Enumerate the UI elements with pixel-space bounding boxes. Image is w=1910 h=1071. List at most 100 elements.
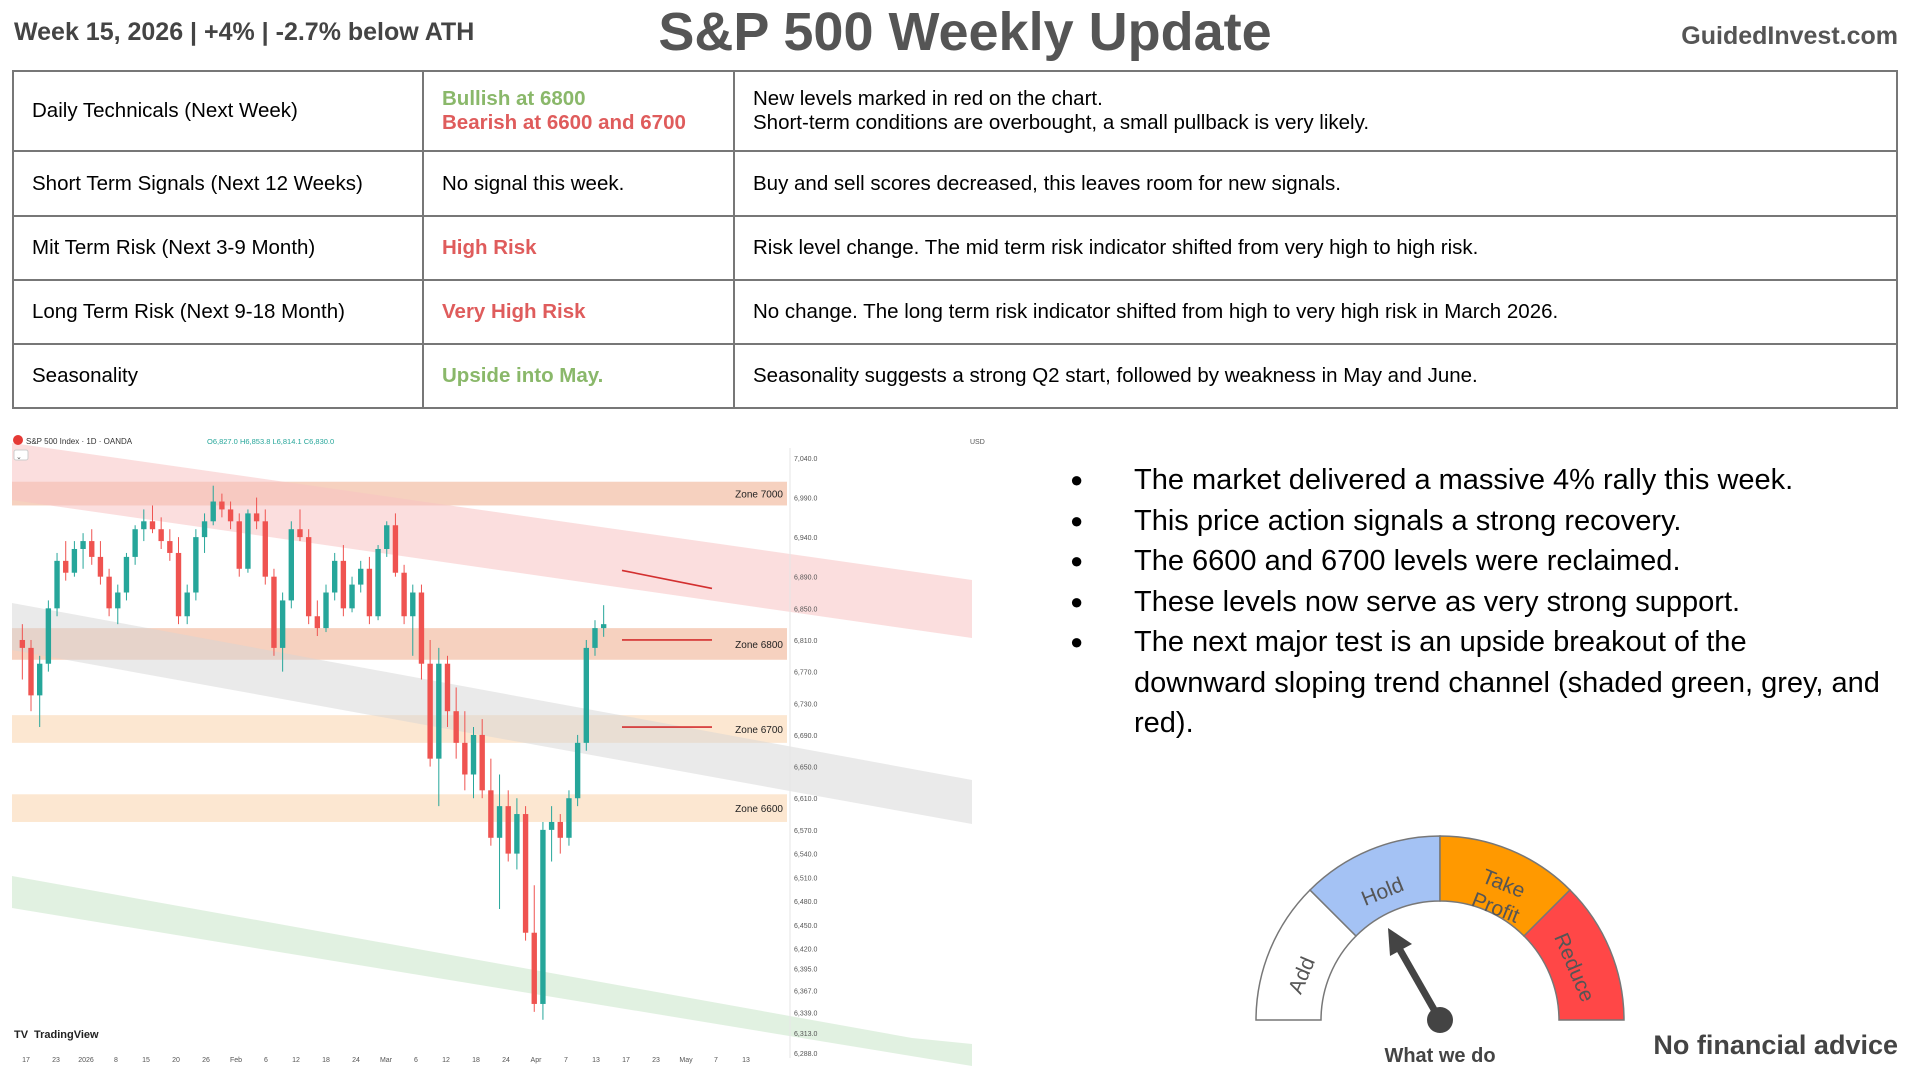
row-signal: Very High Risk (422, 279, 735, 345)
y-tick-label: 6,540.0 (794, 852, 817, 859)
row-signal: Upside into May. (422, 343, 735, 409)
y-tick-label: 6,313.0 (794, 1031, 817, 1038)
signals-table: Daily Technicals (Next Week) Bullish at … (12, 70, 1898, 409)
candle-body (262, 521, 268, 577)
x-tick-label: 6 (414, 1057, 418, 1064)
gauge-needle (1396, 948, 1444, 1022)
candle-body (63, 560, 69, 573)
list-item: These levels now serve as very strong su… (1070, 582, 1880, 623)
row-signal: High Risk (422, 215, 735, 281)
x-tick-label: 15 (142, 1057, 150, 1064)
action-gauge: Add Hold Take Profit Reduce What we do (1255, 835, 1625, 1067)
table-row: Daily Technicals (Next Week) Bullish at … (12, 70, 1898, 152)
candle-body (175, 552, 182, 617)
row-note: No change. The long term risk indicator … (733, 279, 1898, 345)
row-note: Buy and sell scores decreased, this leav… (733, 150, 1898, 217)
zone-label: Zone 6600 (735, 804, 783, 815)
candle-body (540, 829, 546, 1004)
key-points-list: The market delivered a massive 4% rally … (1070, 460, 1880, 744)
candle-body (279, 600, 286, 648)
x-tick-label: May (679, 1057, 693, 1064)
x-tick-label: 7 (564, 1057, 568, 1064)
x-tick-label: 18 (322, 1057, 330, 1064)
zone-label: Zone 6800 (735, 640, 783, 651)
candle-body (514, 814, 520, 854)
candle-body (314, 616, 321, 629)
candle-body (453, 711, 459, 743)
row-note: Risk level change. The mid term risk ind… (733, 215, 1898, 281)
candle-body (193, 537, 199, 593)
candle-body (349, 584, 355, 609)
row-label: Seasonality (12, 343, 424, 409)
table-row: Seasonality Upside into May. Seasonality… (12, 343, 1898, 409)
candlestick-chart[interactable]: Zone 7000 Zone 6800 Zone 6700 Zone 6600 7,0… (12, 428, 1002, 1066)
gauge-segment-reduce (1522, 888, 1625, 1021)
zone-label: Zone 7000 (735, 490, 783, 501)
x-tick-label: 20 (172, 1057, 180, 1064)
x-tick-label: 12 (292, 1057, 300, 1064)
y-tick-label: 6,450.0 (794, 923, 817, 930)
y-tick-label: 6,510.0 (794, 875, 817, 882)
disclaimer: No financial advice (1653, 1030, 1898, 1060)
symbol-icon (13, 435, 23, 445)
row-signal: No signal this week. (422, 150, 735, 217)
tradingview-logo: TV TradingView (14, 1029, 99, 1041)
site-name[interactable]: GuidedInvest.com (1681, 22, 1898, 50)
chart-title: S&P 500 Index · 1D · OANDA (26, 437, 133, 446)
candle-body (97, 556, 104, 577)
candle-body (488, 790, 494, 838)
table-row: Short Term Signals (Next 12 Weeks) No si… (12, 150, 1898, 217)
x-tick-label: Apr (531, 1057, 543, 1064)
candle-body (375, 548, 381, 617)
candle-body (19, 639, 26, 648)
chevron-down-icon: ⌄ (16, 454, 22, 461)
candle-body (80, 541, 86, 549)
candle-body (557, 821, 563, 838)
candle-body (358, 568, 364, 585)
chart-header: S&P 500 Index · 1D · OANDA O6,827.0 H6,8… (13, 435, 985, 461)
x-tick-label: 7 (714, 1057, 718, 1064)
candle-body (89, 541, 95, 557)
list-item: The 6600 and 6700 levels were reclaimed. (1070, 541, 1880, 582)
price-chart[interactable]: Zone 7000 Zone 6800 Zone 6700 Zone 6600 7,0… (12, 428, 1002, 1066)
candle-body (366, 568, 373, 617)
currency-label: USD (970, 439, 985, 446)
y-tick-label: 6,940.0 (794, 535, 817, 542)
candle-body (115, 592, 121, 609)
candle-body (28, 647, 34, 696)
red-level-line (621, 569, 713, 590)
candle-body (158, 529, 164, 542)
candle-body (436, 663, 442, 759)
y-tick-label: 6,610.0 (794, 796, 817, 803)
x-tick-label: 24 (352, 1057, 360, 1064)
x-tick-label: 13 (592, 1057, 600, 1064)
page-title: S&P 500 Weekly Update (658, 2, 1272, 62)
candle-body (236, 521, 242, 569)
note-line: Short-term conditions are overbought, a … (753, 111, 1370, 134)
candle-body (323, 592, 329, 629)
x-tick-label: 2026 (78, 1057, 94, 1064)
candle-body (332, 560, 338, 593)
row-signal: Bullish at 6800 Bearish at 6600 and 6700 (422, 70, 735, 152)
signal-bearish: Bearish at 6600 and 6700 (442, 111, 686, 134)
candle-body (505, 806, 511, 854)
tradingview-label: TradingView (34, 1029, 99, 1041)
row-note: Seasonality suggests a strong Q2 start, … (733, 343, 1898, 409)
candle-body (297, 529, 303, 538)
y-tick-label: 6,395.0 (794, 966, 817, 973)
gauge-needle-tip (1388, 928, 1412, 956)
candle-body (245, 513, 251, 569)
x-tick-label: 17 (622, 1057, 630, 1064)
collapse-button[interactable] (13, 449, 29, 461)
y-tick-label: 6,480.0 (794, 899, 817, 906)
x-tick-label: 13 (742, 1057, 750, 1064)
note-line: New levels marked in red on the chart. (753, 87, 1103, 110)
candle-body (592, 628, 598, 648)
x-tick-label: 26 (202, 1057, 210, 1064)
candle-body (132, 529, 138, 557)
candle-body (54, 560, 60, 609)
x-tick-label: 18 (472, 1057, 480, 1064)
list-item: The market delivered a massive 4% rally … (1070, 460, 1880, 501)
candle-body (123, 556, 130, 593)
candle-body (479, 734, 485, 791)
